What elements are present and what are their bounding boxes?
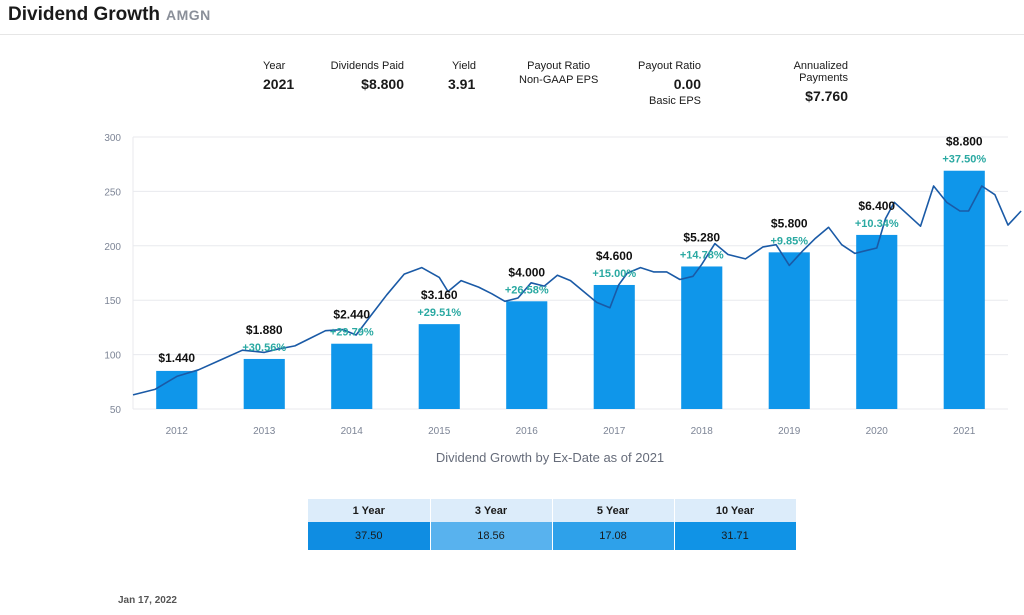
annualized-label: Annualized Payments: [793, 60, 848, 84]
growth-label: +26.58%: [505, 284, 549, 296]
dividend-label: $8.800: [946, 135, 983, 149]
payout-basic-label: Payout Ratio: [638, 60, 701, 72]
bar: [856, 234, 898, 409]
x-tick-label: 2014: [341, 426, 364, 437]
dividends-label: Dividends Paid: [330, 60, 404, 72]
growth-value-3y: 18.56: [430, 522, 553, 550]
x-tick-label: 2018: [691, 426, 714, 437]
ticker-symbol: AMGN: [166, 7, 211, 23]
bar: [681, 266, 723, 409]
y-tick-label: 50: [110, 405, 122, 416]
title-bar: Dividend Growth AMGN: [8, 4, 211, 32]
x-tick-label: 2017: [603, 426, 626, 437]
date-stamp: Jan 17, 2022: [118, 595, 177, 606]
payout-basic-value: 0.00: [673, 76, 701, 92]
dividend-label: $6.400: [858, 199, 895, 213]
growth-label: +37.50%: [942, 154, 986, 166]
growth-label: +29.51%: [417, 307, 461, 319]
dividend-label: $1.440: [158, 351, 195, 365]
annualized-value: $7.760: [805, 88, 848, 104]
growth-table-value-row: 37.50 18.56 17.08 31.71: [308, 522, 797, 550]
x-tick-label: 2015: [428, 426, 451, 437]
x-tick-label: 2020: [866, 426, 889, 437]
dividend-label: $2.440: [333, 308, 370, 322]
growth-value-10y: 31.71: [674, 522, 797, 550]
dividend-label: $5.800: [771, 216, 808, 230]
summary-payout-basic: Payout Ratio 0.00 Basic EPS: [637, 60, 701, 107]
summary-payout-gaap: Payout Ratio Non-GAAP EPS: [519, 60, 598, 86]
growth-header-1y: 1 Year: [308, 499, 431, 522]
growth-header-5y: 5 Year: [552, 499, 675, 522]
y-tick-label: 250: [104, 187, 121, 198]
growth-table-header-row: 1 Year 3 Year 5 Year 10 Year: [308, 499, 797, 522]
bar: [506, 301, 548, 409]
bar: [768, 252, 810, 409]
dividend-label: $1.880: [246, 323, 283, 337]
dividend-label: $4.600: [596, 249, 633, 263]
dividend-label: $5.280: [683, 230, 720, 244]
x-tick-label: 2012: [166, 426, 189, 437]
x-tick-label: 2019: [778, 426, 801, 437]
y-tick-label: 300: [104, 133, 121, 144]
page-title: Dividend Growth: [8, 4, 160, 25]
dividend-growth-chart: 50 100 150 200 250 300 2012 2013 2014 2015 2016 201…: [104, 133, 1022, 437]
x-tick-label: 2021: [953, 426, 976, 437]
growth-value-5y: 17.08: [552, 522, 675, 550]
yield-value: 3.91: [448, 76, 476, 92]
yield-label: Yield: [452, 60, 477, 72]
chart-caption: Dividend Growth by Ex-Date as of 2021: [435, 450, 665, 465]
dividend-label: $4.000: [508, 265, 545, 279]
payout-gaap-sub: Non-GAAP EPS: [519, 74, 599, 86]
year-label: Year: [263, 60, 286, 72]
bar: [418, 324, 460, 409]
growth-label: +30.56%: [242, 342, 286, 354]
dividends-value: $8.800: [361, 76, 404, 92]
x-tick-label: 2013: [253, 426, 276, 437]
growth-rate-table: 1 Year 3 Year 5 Year 10 Year 37.50 18.56…: [308, 499, 797, 550]
dividend-label: $3.160: [421, 288, 458, 302]
growth-label: +14.78%: [680, 249, 724, 261]
bar: [943, 170, 985, 409]
summary-dividends: Dividends Paid $8.800: [330, 60, 404, 92]
price-line: [132, 185, 1022, 396]
y-tick-label: 150: [104, 296, 121, 307]
growth-label: +15.00%: [592, 268, 636, 280]
bar: [331, 343, 373, 409]
growth-label: +9.85%: [770, 235, 808, 247]
payout-gaap-label: Payout Ratio: [527, 60, 591, 72]
growth-header-3y: 3 Year: [430, 499, 553, 522]
summary-yield: Yield 3.91: [448, 60, 476, 92]
year-value: 2021: [263, 76, 295, 92]
growth-header-10y: 10 Year: [674, 499, 797, 522]
payout-basic-sub: Basic EPS: [649, 95, 701, 107]
growth-value-1y: 37.50: [308, 522, 431, 550]
summary-year: Year 2021: [263, 60, 294, 92]
title-divider: [0, 34, 1024, 35]
x-tick-label: 2016: [516, 426, 539, 437]
bar: [243, 358, 285, 409]
y-tick-label: 200: [104, 242, 121, 253]
y-tick-label: 100: [104, 351, 121, 362]
growth-label: +29.79%: [330, 327, 374, 339]
summary-annualized: Annualized Payments $7.760: [744, 60, 848, 104]
bar: [593, 284, 635, 409]
growth-label: +10.34%: [855, 218, 899, 230]
